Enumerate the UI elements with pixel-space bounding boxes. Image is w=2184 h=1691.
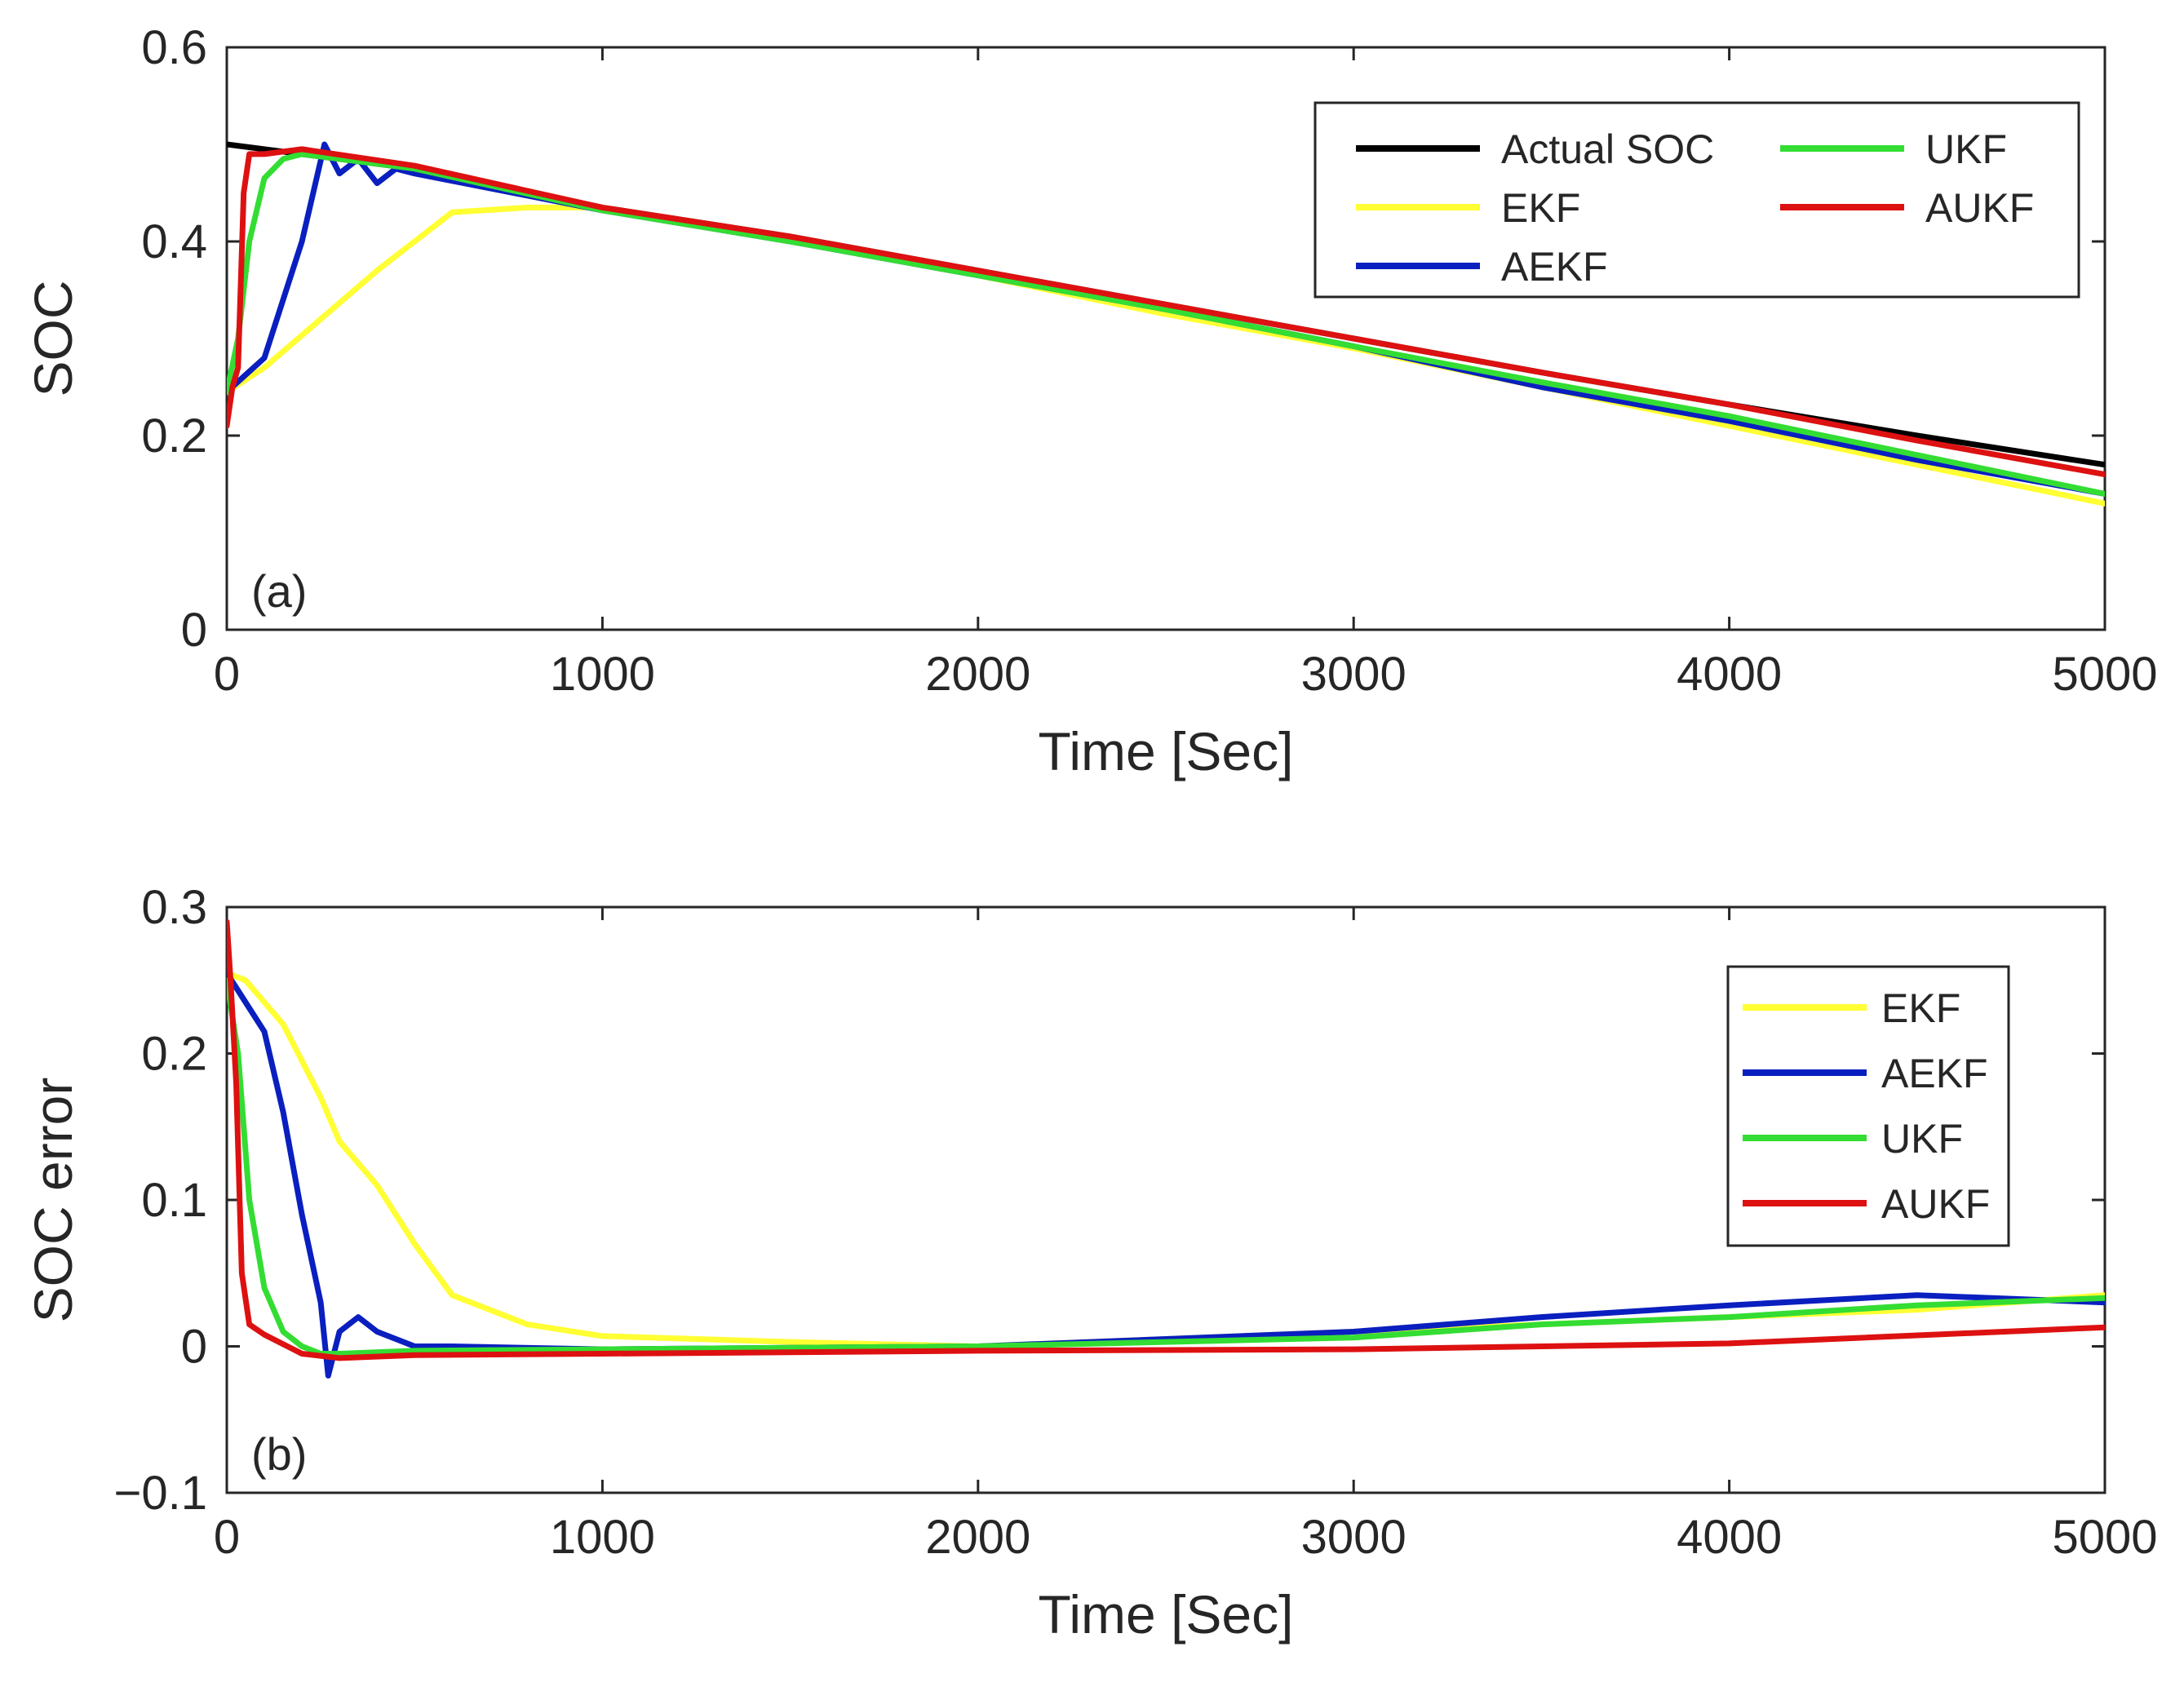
x-tick-label: 3000 [1301, 1511, 1407, 1564]
x-tick-label: 5000 [2052, 648, 2157, 701]
legend-label: UKF [1881, 1116, 1963, 1162]
legend-label: EKF [1881, 985, 1960, 1031]
legend-label: AEKF [1501, 244, 1608, 290]
legend-label: AEKF [1881, 1051, 1988, 1096]
y-tick-label: 0 [181, 1321, 207, 1374]
panel-label: (b) [251, 1428, 307, 1480]
x-tick-label: 3000 [1301, 648, 1407, 701]
series-line-aukf [227, 146, 2105, 478]
x-tick-label: 4000 [1677, 1511, 1782, 1564]
y-tick-label: 0.3 [141, 881, 207, 934]
x-tick-label: 5000 [2052, 1511, 2157, 1564]
legend-label: EKF [1501, 185, 1580, 231]
x-tick-label: 2000 [925, 1511, 1030, 1564]
y-tick-label: 0.4 [141, 215, 207, 268]
x-tick-label: 2000 [925, 648, 1030, 701]
y-axis-label: SOC [23, 280, 83, 396]
legend-label: Actual SOC [1501, 126, 1714, 172]
y-tick-label: 0.6 [141, 21, 207, 74]
series-line-ukf [227, 151, 2105, 497]
legend: EKF AEKF UKF AUKF [1726, 965, 2010, 1247]
x-tick-label: 0 [214, 648, 240, 701]
y-tick-label: −0.1 [114, 1467, 208, 1520]
y-tick-label: 0.2 [141, 1028, 207, 1081]
panel-label: (a) [251, 565, 307, 617]
legend-label: UKF [1925, 126, 2007, 172]
series-line-ukf [227, 977, 2105, 1357]
series-line-aekf [227, 970, 2105, 1379]
y-tick-label: 0.2 [141, 409, 207, 463]
series-line-aukf [227, 919, 2105, 1361]
legend-label: AUKF [1881, 1181, 1990, 1227]
y-axis-label: SOC error [23, 1078, 83, 1323]
x-axis-label: Time [Sec] [1039, 1584, 1294, 1645]
chart-panel-b: 0 1000 2000 3000 4000 5000−0.100.10.20.3Time … [23, 881, 2158, 1645]
chart-panel-a: 0 1000 2000 3000 4000 5000 0 0.2 0.4 0.6 Time [Sec… [23, 21, 2158, 781]
y-tick-label: 0 [181, 604, 207, 657]
legend-box [1726, 965, 2010, 1247]
x-tick-label: 4000 [1677, 648, 1782, 701]
y-tick-label: 0.1 [141, 1174, 207, 1227]
x-tick-label: 1000 [550, 1511, 655, 1564]
legend-label: AUKF [1925, 185, 2034, 231]
legend: Actual SOC EKF AEKF UKF AUKF [1314, 101, 2080, 299]
x-axis-label: Time [Sec] [1039, 721, 1294, 781]
x-tick-label: 1000 [550, 648, 655, 701]
x-tick-label: 0 [214, 1511, 240, 1564]
